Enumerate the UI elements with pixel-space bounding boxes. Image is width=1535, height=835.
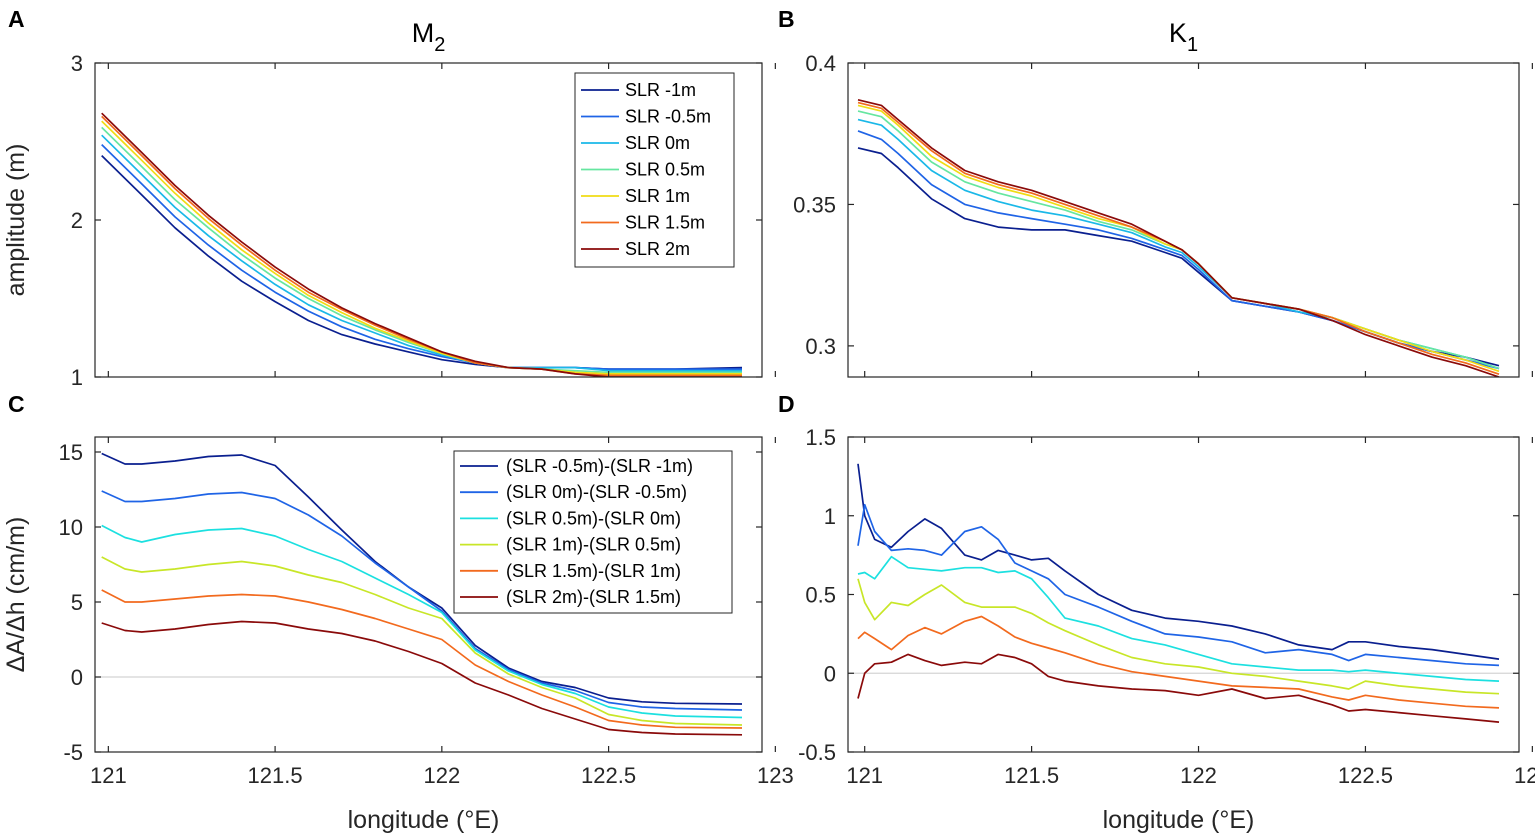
y-tick-label: 1.5 bbox=[805, 425, 836, 450]
series-line-1 bbox=[857, 147, 1500, 367]
series-line-7 bbox=[857, 98, 1500, 377]
panel-label: A bbox=[8, 6, 25, 32]
legend-entry-label: (SLR 1.5m)-(SLR 1m) bbox=[506, 561, 681, 581]
y-tick-label: -0.5 bbox=[798, 740, 836, 765]
series-line-2 bbox=[101, 490, 743, 711]
panel-title-main: K bbox=[1169, 18, 1187, 48]
x-tick-label: 121 bbox=[846, 763, 883, 788]
y-tick-label: 2 bbox=[71, 208, 83, 233]
legend: SLR -1m SLR -0.5m SLR 0m SLR 0.5m SLR 1m SLR … bbox=[574, 72, 735, 268]
series-line-1 bbox=[857, 463, 1500, 660]
panel-label: D bbox=[778, 391, 795, 417]
legend-entry-label: (SLR 1m)-(SLR 0.5m) bbox=[506, 535, 681, 555]
series-line-5 bbox=[857, 104, 1500, 373]
y-tick-label: 5 bbox=[71, 590, 83, 615]
panel-b: B K1 0.3 0.35 0.4 bbox=[778, 6, 1533, 378]
x-tick-label: 122.5 bbox=[1338, 763, 1393, 788]
x-tick-label: 121.5 bbox=[1004, 763, 1059, 788]
legend-entry-label: (SLR 2m)-(SLR 1.5m) bbox=[506, 587, 681, 607]
axes-box bbox=[847, 436, 1520, 753]
legend-entry-label: SLR 2m bbox=[625, 239, 690, 259]
legend-entry-label: SLR 1m bbox=[625, 186, 690, 206]
y-axis-label: amplitude (m) bbox=[2, 144, 30, 297]
x-tick-label: 123 bbox=[757, 763, 794, 788]
x-tick-label: 122 bbox=[423, 763, 460, 788]
series-line-3 bbox=[101, 524, 743, 719]
legend-entry-label: (SLR 0m)-(SLR -0.5m) bbox=[506, 482, 687, 502]
y-tick-label: 1 bbox=[71, 365, 83, 390]
axes-box bbox=[847, 62, 1520, 378]
y-tick-label: -5 bbox=[63, 740, 83, 765]
series-line-7 bbox=[101, 112, 742, 377]
series-line-4 bbox=[857, 578, 1500, 695]
y-tick-label: 0.3 bbox=[805, 334, 836, 359]
x-tick-label: 121.5 bbox=[248, 763, 303, 788]
y-tick-label: 15 bbox=[59, 440, 83, 465]
legend-entry-label: SLR -1m bbox=[625, 80, 696, 100]
panel-title-subscript: 1 bbox=[1187, 34, 1198, 56]
panel-title-subscript: 2 bbox=[434, 34, 445, 56]
y-tick-label: 3 bbox=[71, 51, 83, 76]
series-line-4 bbox=[101, 556, 743, 726]
panel-label: C bbox=[8, 391, 25, 417]
panel-c: C 121 121.5 122 122.5 123 -5 0 5 10 15 longitude (°… bbox=[2, 391, 794, 834]
x-axis-label: longitude (°E) bbox=[1103, 806, 1255, 834]
x-tick-label: 121 bbox=[90, 763, 127, 788]
legend-entry-label: SLR 0.5m bbox=[625, 160, 705, 180]
y-tick-label: 10 bbox=[59, 515, 83, 540]
legend: (SLR -0.5m)-(SLR -1m) (SLR 0m)-(SLR -0.5m… bbox=[453, 450, 733, 614]
series-line-2 bbox=[857, 503, 1500, 667]
y-tick-label: 0.5 bbox=[805, 583, 836, 608]
series-line-4 bbox=[857, 110, 1500, 370]
x-tick-label: 122 bbox=[1180, 763, 1217, 788]
panel-title-main: M bbox=[412, 18, 435, 48]
series-line-2 bbox=[101, 143, 742, 370]
series-line-5 bbox=[857, 615, 1500, 709]
panel-label: B bbox=[778, 6, 795, 32]
series-line-6 bbox=[857, 101, 1500, 376]
legend-entry-label: SLR -0.5m bbox=[625, 107, 711, 127]
panel-title: M2 bbox=[412, 18, 446, 56]
series-line-3 bbox=[857, 118, 1500, 370]
y-tick-label: 0 bbox=[71, 665, 83, 690]
legend-box bbox=[453, 450, 733, 614]
series-line-3 bbox=[857, 555, 1500, 682]
y-tick-label: 0 bbox=[824, 661, 836, 686]
legend-entry-label: SLR 1.5m bbox=[625, 213, 705, 233]
y-tick-label: 1 bbox=[824, 504, 836, 529]
x-tick-label: 122.5 bbox=[581, 763, 636, 788]
panel-d: D 121 121.5 122 122.5 123 -0.5 0 0.5 1 1.5 longitud… bbox=[778, 391, 1535, 834]
y-tick-label: 0.35 bbox=[793, 192, 836, 217]
y-tick-label: 0.4 bbox=[805, 51, 836, 76]
series-line-5 bbox=[101, 589, 743, 729]
series-line-6 bbox=[857, 653, 1500, 723]
x-axis-label: longitude (°E) bbox=[348, 806, 500, 834]
series-line-3 bbox=[101, 134, 742, 372]
panel-title: K1 bbox=[1169, 18, 1198, 56]
axes-box bbox=[94, 436, 763, 753]
legend-entry-label: (SLR 0.5m)-(SLR 0m) bbox=[506, 508, 681, 528]
y-axis-label: ΔA/Δh (cm/m) bbox=[2, 517, 30, 673]
series-line-6 bbox=[101, 620, 743, 736]
legend-entry-label: (SLR -0.5m)-(SLR -1m) bbox=[506, 456, 693, 476]
x-tick-label: 123 bbox=[1514, 763, 1535, 788]
legend-entry-label: SLR 0m bbox=[625, 133, 690, 153]
